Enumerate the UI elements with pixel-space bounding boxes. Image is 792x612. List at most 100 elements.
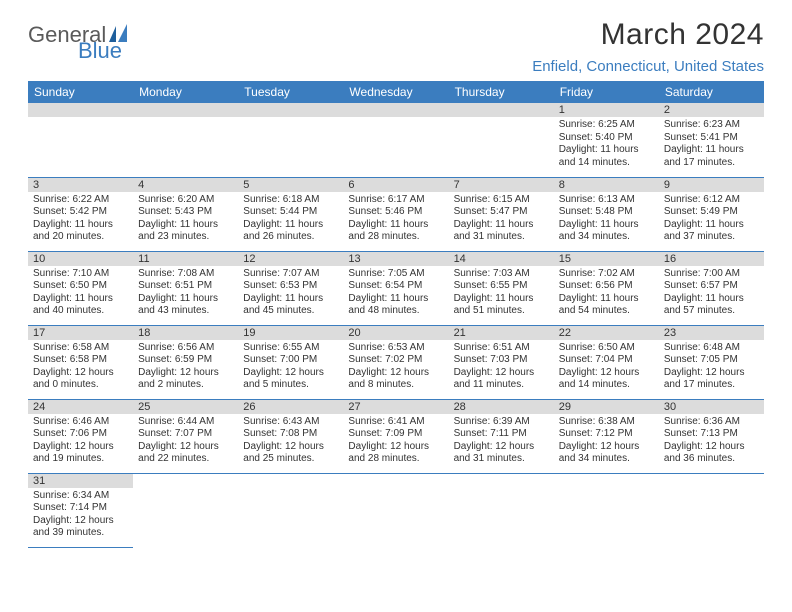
day-cell: 4Sunrise: 6:20 AMSunset: 5:43 PMDaylight…: [133, 177, 238, 251]
day-daylight2: and 40 minutes.: [33, 305, 128, 318]
day-details: Sunrise: 6:48 AMSunset: 7:05 PMDaylight:…: [659, 340, 764, 395]
day-details: Sunrise: 6:12 AMSunset: 5:49 PMDaylight:…: [659, 192, 764, 247]
day-sunset: Sunset: 7:06 PM: [33, 428, 128, 441]
day-daylight2: and 28 minutes.: [348, 453, 443, 466]
day-cell: 2Sunrise: 6:23 AMSunset: 5:41 PMDaylight…: [659, 103, 764, 177]
day-cell: 15Sunrise: 7:02 AMSunset: 6:56 PMDayligh…: [554, 251, 659, 325]
day-cell: 18Sunrise: 6:56 AMSunset: 6:59 PMDayligh…: [133, 325, 238, 399]
day-daylight1: Daylight: 11 hours: [138, 219, 233, 232]
day-sunset: Sunset: 5:47 PM: [454, 206, 549, 219]
day-sunrise: Sunrise: 7:08 AM: [138, 268, 233, 281]
day-sunset: Sunset: 6:54 PM: [348, 280, 443, 293]
day-number: 13: [343, 252, 448, 266]
day-sunset: Sunset: 7:02 PM: [348, 354, 443, 367]
day-daylight2: and 43 minutes.: [138, 305, 233, 318]
day-daylight2: and 25 minutes.: [243, 453, 338, 466]
day-sunrise: Sunrise: 6:23 AM: [664, 119, 759, 132]
location-text: Enfield, Connecticut, United States: [532, 58, 764, 75]
day-sunrise: Sunrise: 6:51 AM: [454, 342, 549, 355]
day-cell: 1Sunrise: 6:25 AMSunset: 5:40 PMDaylight…: [554, 103, 659, 177]
trailing-empty-cell: [554, 473, 659, 547]
day-number: 27: [343, 400, 448, 414]
day-sunrise: Sunrise: 6:58 AM: [33, 342, 128, 355]
day-daylight2: and 51 minutes.: [454, 305, 549, 318]
day-details: Sunrise: 7:10 AMSunset: 6:50 PMDaylight:…: [28, 266, 133, 321]
day-number: 11: [133, 252, 238, 266]
day-daylight1: Daylight: 11 hours: [243, 293, 338, 306]
day-daylight2: and 14 minutes.: [559, 379, 654, 392]
day-daylight1: Daylight: 11 hours: [138, 293, 233, 306]
day-daylight2: and 45 minutes.: [243, 305, 338, 318]
daynum-bar-empty: [238, 103, 343, 117]
day-sunset: Sunset: 5:43 PM: [138, 206, 233, 219]
day-number: 3: [28, 178, 133, 192]
day-cell: 12Sunrise: 7:07 AMSunset: 6:53 PMDayligh…: [238, 251, 343, 325]
day-cell: 8Sunrise: 6:13 AMSunset: 5:48 PMDaylight…: [554, 177, 659, 251]
day-details: Sunrise: 6:34 AMSunset: 7:14 PMDaylight:…: [28, 488, 133, 543]
day-daylight2: and 20 minutes.: [33, 231, 128, 244]
day-sunrise: Sunrise: 6:39 AM: [454, 416, 549, 429]
day-sunrise: Sunrise: 6:44 AM: [138, 416, 233, 429]
day-daylight1: Daylight: 11 hours: [33, 219, 128, 232]
day-sunrise: Sunrise: 6:12 AM: [664, 194, 759, 207]
day-sunset: Sunset: 7:12 PM: [559, 428, 654, 441]
day-number: 10: [28, 252, 133, 266]
day-cell: 24Sunrise: 6:46 AMSunset: 7:06 PMDayligh…: [28, 399, 133, 473]
day-sunrise: Sunrise: 6:20 AM: [138, 194, 233, 207]
day-details: Sunrise: 6:56 AMSunset: 6:59 PMDaylight:…: [133, 340, 238, 395]
day-cell: 21Sunrise: 6:51 AMSunset: 7:03 PMDayligh…: [449, 325, 554, 399]
day-sunset: Sunset: 7:04 PM: [559, 354, 654, 367]
empty-cell: [343, 103, 448, 177]
day-number: 2: [659, 103, 764, 117]
day-sunrise: Sunrise: 6:53 AM: [348, 342, 443, 355]
day-cell: 20Sunrise: 6:53 AMSunset: 7:02 PMDayligh…: [343, 325, 448, 399]
day-daylight1: Daylight: 12 hours: [559, 441, 654, 454]
day-daylight1: Daylight: 11 hours: [454, 293, 549, 306]
day-cell: 29Sunrise: 6:38 AMSunset: 7:12 PMDayligh…: [554, 399, 659, 473]
day-daylight2: and 57 minutes.: [664, 305, 759, 318]
day-sunrise: Sunrise: 6:17 AM: [348, 194, 443, 207]
day-details: Sunrise: 6:20 AMSunset: 5:43 PMDaylight:…: [133, 192, 238, 247]
day-cell: 11Sunrise: 7:08 AMSunset: 6:51 PMDayligh…: [133, 251, 238, 325]
day-daylight1: Daylight: 12 hours: [559, 367, 654, 380]
trailing-empty-cell: [343, 473, 448, 547]
logo: General Blue: [28, 18, 139, 48]
day-daylight2: and 31 minutes.: [454, 231, 549, 244]
daynum-bar-empty: [343, 103, 448, 117]
day-sunrise: Sunrise: 6:22 AM: [33, 194, 128, 207]
day-daylight2: and 39 minutes.: [33, 527, 128, 540]
day-number: 23: [659, 326, 764, 340]
day-details: Sunrise: 7:08 AMSunset: 6:51 PMDaylight:…: [133, 266, 238, 321]
daynum-bar-empty: [449, 103, 554, 117]
day-daylight2: and 36 minutes.: [664, 453, 759, 466]
day-details: Sunrise: 6:22 AMSunset: 5:42 PMDaylight:…: [28, 192, 133, 247]
day-cell: 13Sunrise: 7:05 AMSunset: 6:54 PMDayligh…: [343, 251, 448, 325]
day-sunrise: Sunrise: 6:46 AM: [33, 416, 128, 429]
empty-cell: [449, 103, 554, 177]
day-sunrise: Sunrise: 6:56 AM: [138, 342, 233, 355]
day-sunrise: Sunrise: 7:02 AM: [559, 268, 654, 281]
day-daylight2: and 0 minutes.: [33, 379, 128, 392]
day-daylight2: and 23 minutes.: [138, 231, 233, 244]
day-sunrise: Sunrise: 6:43 AM: [243, 416, 338, 429]
day-sunrise: Sunrise: 6:55 AM: [243, 342, 338, 355]
day-details: Sunrise: 6:41 AMSunset: 7:09 PMDaylight:…: [343, 414, 448, 469]
day-daylight1: Daylight: 12 hours: [138, 441, 233, 454]
day-daylight2: and 17 minutes.: [664, 379, 759, 392]
day-sunset: Sunset: 5:46 PM: [348, 206, 443, 219]
weekday-monday: Monday: [133, 81, 238, 103]
day-cell: 7Sunrise: 6:15 AMSunset: 5:47 PMDaylight…: [449, 177, 554, 251]
day-sunrise: Sunrise: 7:00 AM: [664, 268, 759, 281]
day-daylight1: Daylight: 11 hours: [348, 219, 443, 232]
day-daylight1: Daylight: 11 hours: [559, 219, 654, 232]
day-sunrise: Sunrise: 7:05 AM: [348, 268, 443, 281]
day-number: 28: [449, 400, 554, 414]
day-daylight2: and 26 minutes.: [243, 231, 338, 244]
day-number: 16: [659, 252, 764, 266]
day-cell: 5Sunrise: 6:18 AMSunset: 5:44 PMDaylight…: [238, 177, 343, 251]
day-daylight2: and 34 minutes.: [559, 453, 654, 466]
day-cell: 19Sunrise: 6:55 AMSunset: 7:00 PMDayligh…: [238, 325, 343, 399]
daynum-bar-empty: [28, 103, 133, 117]
day-sunset: Sunset: 6:56 PM: [559, 280, 654, 293]
day-cell: 28Sunrise: 6:39 AMSunset: 7:11 PMDayligh…: [449, 399, 554, 473]
